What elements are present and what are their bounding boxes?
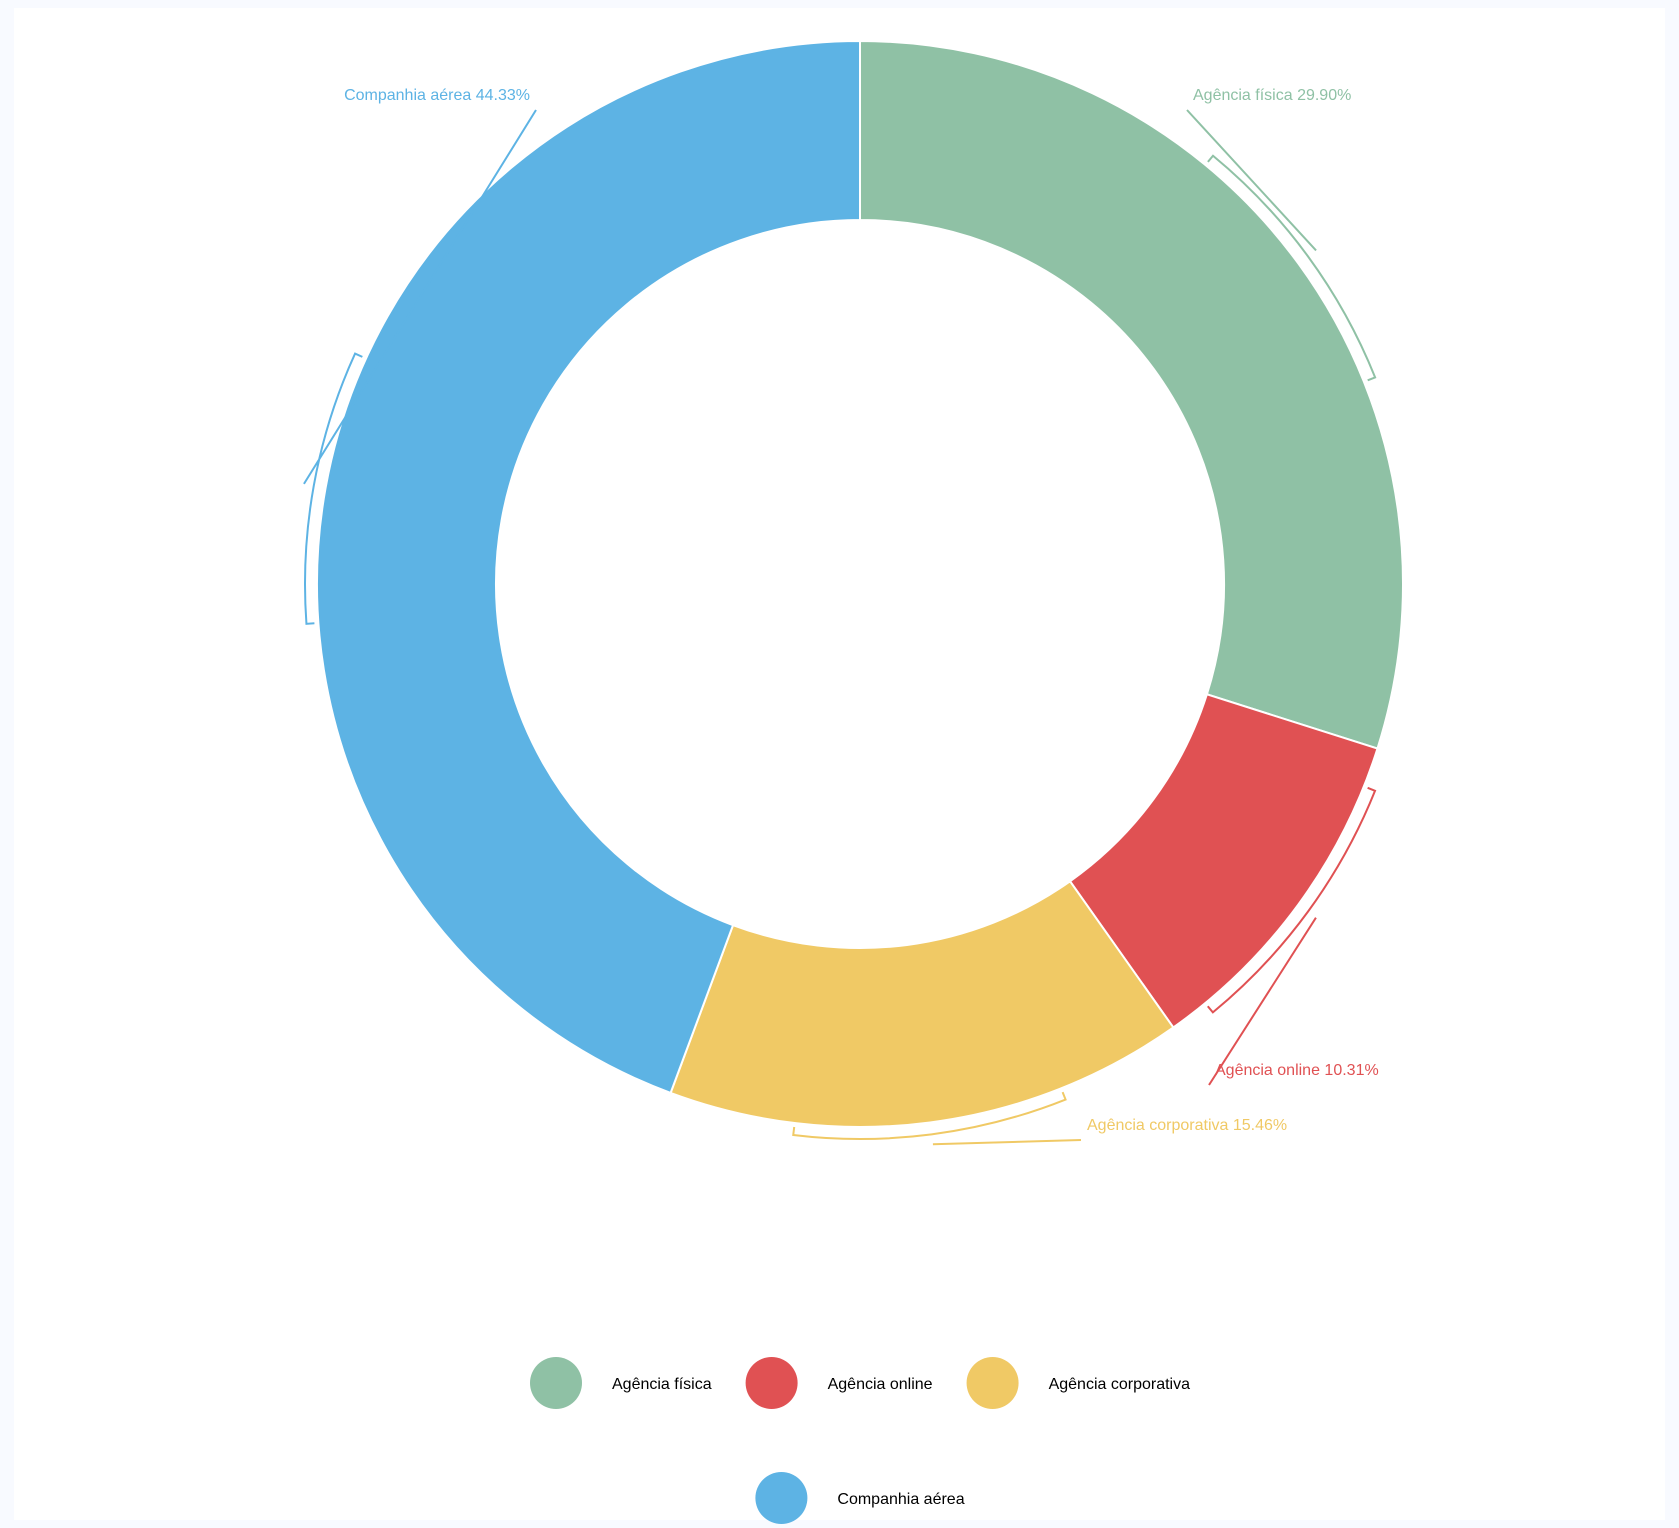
legend-label: Agência corporativa [1049, 1376, 1191, 1393]
legend-marker [966, 1357, 1019, 1409]
panel [14, 8, 1665, 1520]
slice-label-value: 15.46% [1233, 1117, 1287, 1134]
slice-label: Agência online 10.31% [1215, 1062, 1379, 1079]
slice-label-name: Agência corporativa [1087, 1117, 1229, 1134]
slice-label-value: 10.31% [1324, 1062, 1378, 1079]
donut-slice [669, 879, 1175, 1128]
legend-marker [530, 1357, 582, 1409]
slice-label-name: Companhia aérea [344, 87, 471, 104]
slice-label-name: Agência online [1215, 1062, 1320, 1079]
legend-item: Agência corporativa [966, 1357, 1191, 1409]
leader-line [792, 1091, 1082, 1146]
legend-label: Companhia aérea [837, 1491, 964, 1508]
legend-label: Agência online [828, 1376, 933, 1393]
leader-line [1206, 786, 1377, 1086]
legend-label: Agência física [612, 1376, 712, 1393]
legend-item: Companhia aérea [755, 1472, 965, 1524]
slice-label: Agência corporativa 15.46% [1087, 1117, 1287, 1134]
slice-label: Companhia aérea 44.33% [344, 87, 530, 104]
slice-label-value: 44.33% [476, 87, 530, 104]
donut-slice [316, 39, 861, 1095]
slice-label: Agência física 29.90% [1193, 87, 1351, 104]
legend-marker [755, 1472, 808, 1524]
legend-marker [745, 1357, 798, 1409]
legend-item: Agência online [745, 1357, 933, 1409]
slice-label-value: 29.90% [1297, 87, 1351, 104]
slice-label-name: Agência física [1193, 87, 1293, 104]
leader-line [303, 109, 537, 625]
donut-slice [859, 39, 1404, 750]
leader-line [1186, 109, 1377, 382]
legend-item: Agência física [530, 1357, 712, 1409]
